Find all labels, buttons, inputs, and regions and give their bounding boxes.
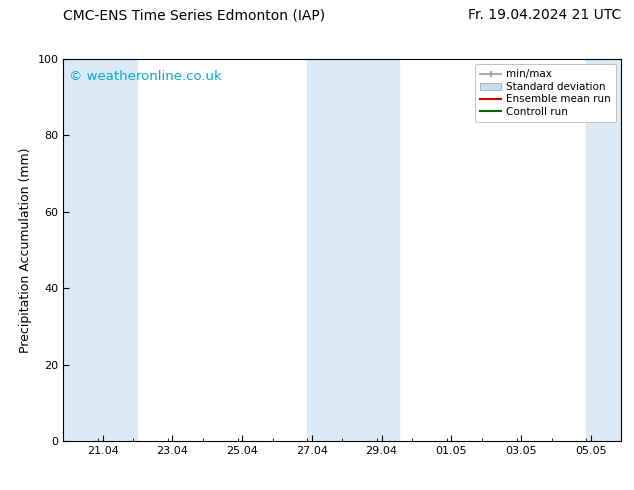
Text: Fr. 19.04.2024 21 UTC: Fr. 19.04.2024 21 UTC	[468, 8, 621, 22]
Text: CMC-ENS Time Series Edmonton (IAP): CMC-ENS Time Series Edmonton (IAP)	[63, 8, 325, 22]
Bar	[63, 59, 138, 441]
Bar	[307, 59, 399, 441]
Y-axis label: Precipitation Accumulation (mm): Precipitation Accumulation (mm)	[19, 147, 32, 353]
Legend: min/max, Standard deviation, Ensemble mean run, Controll run: min/max, Standard deviation, Ensemble me…	[475, 64, 616, 122]
Bar	[586, 59, 621, 441]
Text: © weatheronline.co.uk: © weatheronline.co.uk	[69, 70, 222, 83]
